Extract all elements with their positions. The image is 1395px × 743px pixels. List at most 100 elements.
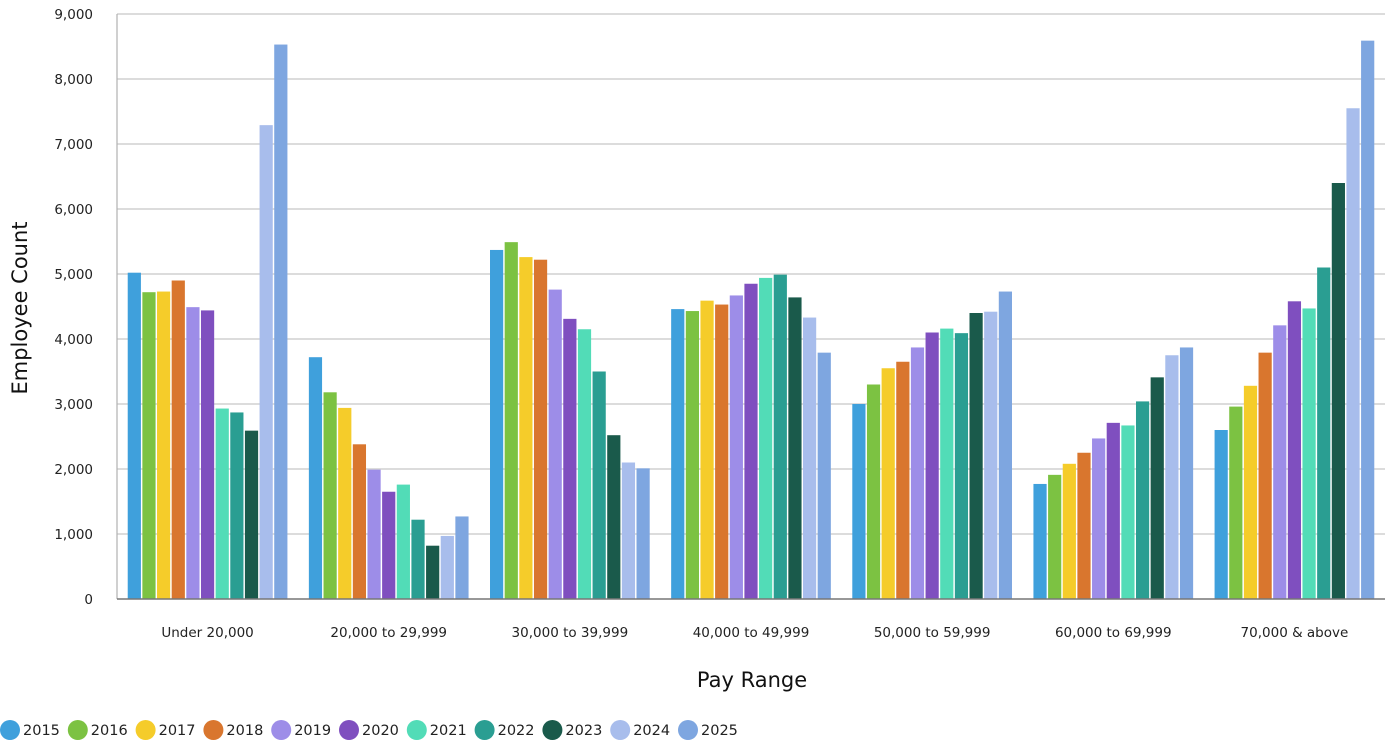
bar-2019-2 [548, 289, 562, 599]
bar-2019-6 [1273, 325, 1287, 599]
bar-2022-1 [411, 519, 425, 599]
bar-2023-4 [969, 313, 983, 599]
bar-2015-0 [127, 272, 141, 599]
bar-2023-5 [1150, 377, 1164, 599]
y-tick-label: 7,000 [54, 137, 93, 153]
legend-marker-2022 [474, 720, 495, 740]
bar-2024-2 [621, 462, 636, 599]
bar-2018-6 [1258, 352, 1272, 599]
legend-label-2019: 2019 [294, 723, 331, 739]
legend-label-2024: 2024 [633, 723, 670, 739]
x-tick-label: 50,000 to 59,999 [874, 625, 991, 641]
bar-2019-0 [186, 307, 200, 599]
bar-2018-4 [896, 361, 910, 599]
x-tick-label: 60,000 to 69,999 [1055, 625, 1172, 641]
legend-label-2015: 2015 [23, 723, 60, 739]
legend: 2015 2016 2017 2018 2019 2020 2021 2022 2023 2024… [0, 720, 738, 740]
bar-2021-1 [396, 484, 410, 599]
y-tick-label: 0 [84, 592, 93, 608]
bar-2023-1 [426, 545, 440, 599]
bar-2016-0 [142, 292, 156, 599]
bar-2025-3 [817, 352, 831, 599]
legend-marker-2025 [678, 720, 698, 740]
legend-marker-2015 [0, 720, 20, 740]
bar-2020-6 [1287, 301, 1302, 599]
bar-2021-4 [940, 328, 954, 599]
bar-2024-1 [440, 535, 454, 599]
bar-2015-1 [308, 357, 323, 599]
y-tick-label: 1,000 [54, 527, 93, 543]
bar-2018-0 [171, 280, 185, 599]
bar-2023-0 [244, 430, 259, 599]
bar-2020-3 [744, 283, 758, 599]
bars [127, 40, 1375, 600]
x-tick-label: Under 20,000 [161, 625, 253, 641]
bar-2017-3 [700, 300, 714, 599]
y-tick-label: 9,000 [54, 7, 93, 23]
bar-2015-6 [1214, 430, 1228, 599]
bar-2024-0 [259, 125, 273, 600]
bar-2022-0 [230, 412, 244, 599]
bar-2024-5 [1165, 355, 1179, 599]
bar-2018-5 [1077, 452, 1091, 599]
bar-2023-6 [1331, 183, 1345, 599]
bar-2016-4 [866, 384, 881, 599]
bar-2022-5 [1135, 401, 1150, 599]
bar-2017-2 [519, 257, 533, 599]
bar-2020-4 [925, 332, 939, 599]
y-tick-label: 6,000 [54, 202, 93, 218]
x-tick-label: 70,000 & above [1241, 625, 1349, 641]
bar-2016-6 [1229, 406, 1243, 599]
bar-2021-3 [759, 277, 773, 599]
x-tick-label: 30,000 to 39,999 [512, 625, 629, 641]
legend-marker-2018 [203, 720, 224, 740]
bar-2023-2 [607, 435, 621, 599]
bar-2020-0 [200, 310, 215, 599]
legend-label-2025: 2025 [701, 723, 738, 739]
bar-2019-5 [1092, 438, 1106, 599]
bar-2025-4 [998, 291, 1012, 599]
bar-2016-1 [323, 392, 337, 599]
legend-label-2018: 2018 [226, 723, 263, 739]
bar-2020-1 [382, 491, 396, 599]
bar-2019-3 [729, 295, 743, 599]
bar-2022-6 [1317, 267, 1331, 599]
bar-2021-6 [1302, 308, 1316, 599]
bar-2025-2 [636, 468, 650, 599]
bar-2016-3 [685, 311, 699, 599]
bar-2019-1 [367, 469, 381, 599]
bar-2022-2 [592, 371, 606, 599]
bar-2019-4 [910, 347, 925, 599]
bar-2015-3 [671, 309, 685, 599]
y-tick-label: 8,000 [54, 72, 93, 88]
y-tick-labels: 0 1,000 2,000 3,000 4,000 5,000 6,000 7,000 8,00… [54, 7, 93, 608]
legend-label-2020: 2020 [362, 723, 399, 739]
x-tick-label: 40,000 to 49,999 [693, 625, 810, 641]
bar-2025-1 [455, 516, 469, 599]
bar-2024-4 [984, 311, 998, 599]
legend-label-2022: 2022 [498, 723, 535, 739]
bar-2017-4 [881, 368, 895, 599]
bar-2016-5 [1048, 474, 1062, 599]
bar-2022-3 [773, 274, 787, 599]
legend-marker-2021 [406, 720, 427, 740]
bar-2024-6 [1346, 108, 1360, 599]
bar-2017-5 [1062, 463, 1076, 599]
bar-2020-5 [1106, 422, 1120, 599]
y-tick-label: 5,000 [54, 267, 93, 283]
bar-2021-5 [1121, 425, 1135, 599]
bar-2021-0 [215, 408, 229, 599]
legend-label-2016: 2016 [91, 723, 128, 739]
x-tick-label: 20,000 to 29,999 [330, 625, 447, 641]
bar-2021-2 [577, 329, 592, 599]
legend-marker-2019 [271, 720, 292, 740]
legend-marker-2016 [67, 720, 88, 740]
y-axis-title: Employee Count [8, 221, 32, 394]
bar-2018-3 [715, 304, 729, 599]
bar-2025-6 [1361, 40, 1375, 599]
bar-2025-0 [274, 44, 288, 600]
bar-2023-3 [788, 297, 802, 599]
legend-marker-2023 [542, 720, 563, 740]
axes [116, 14, 1385, 600]
